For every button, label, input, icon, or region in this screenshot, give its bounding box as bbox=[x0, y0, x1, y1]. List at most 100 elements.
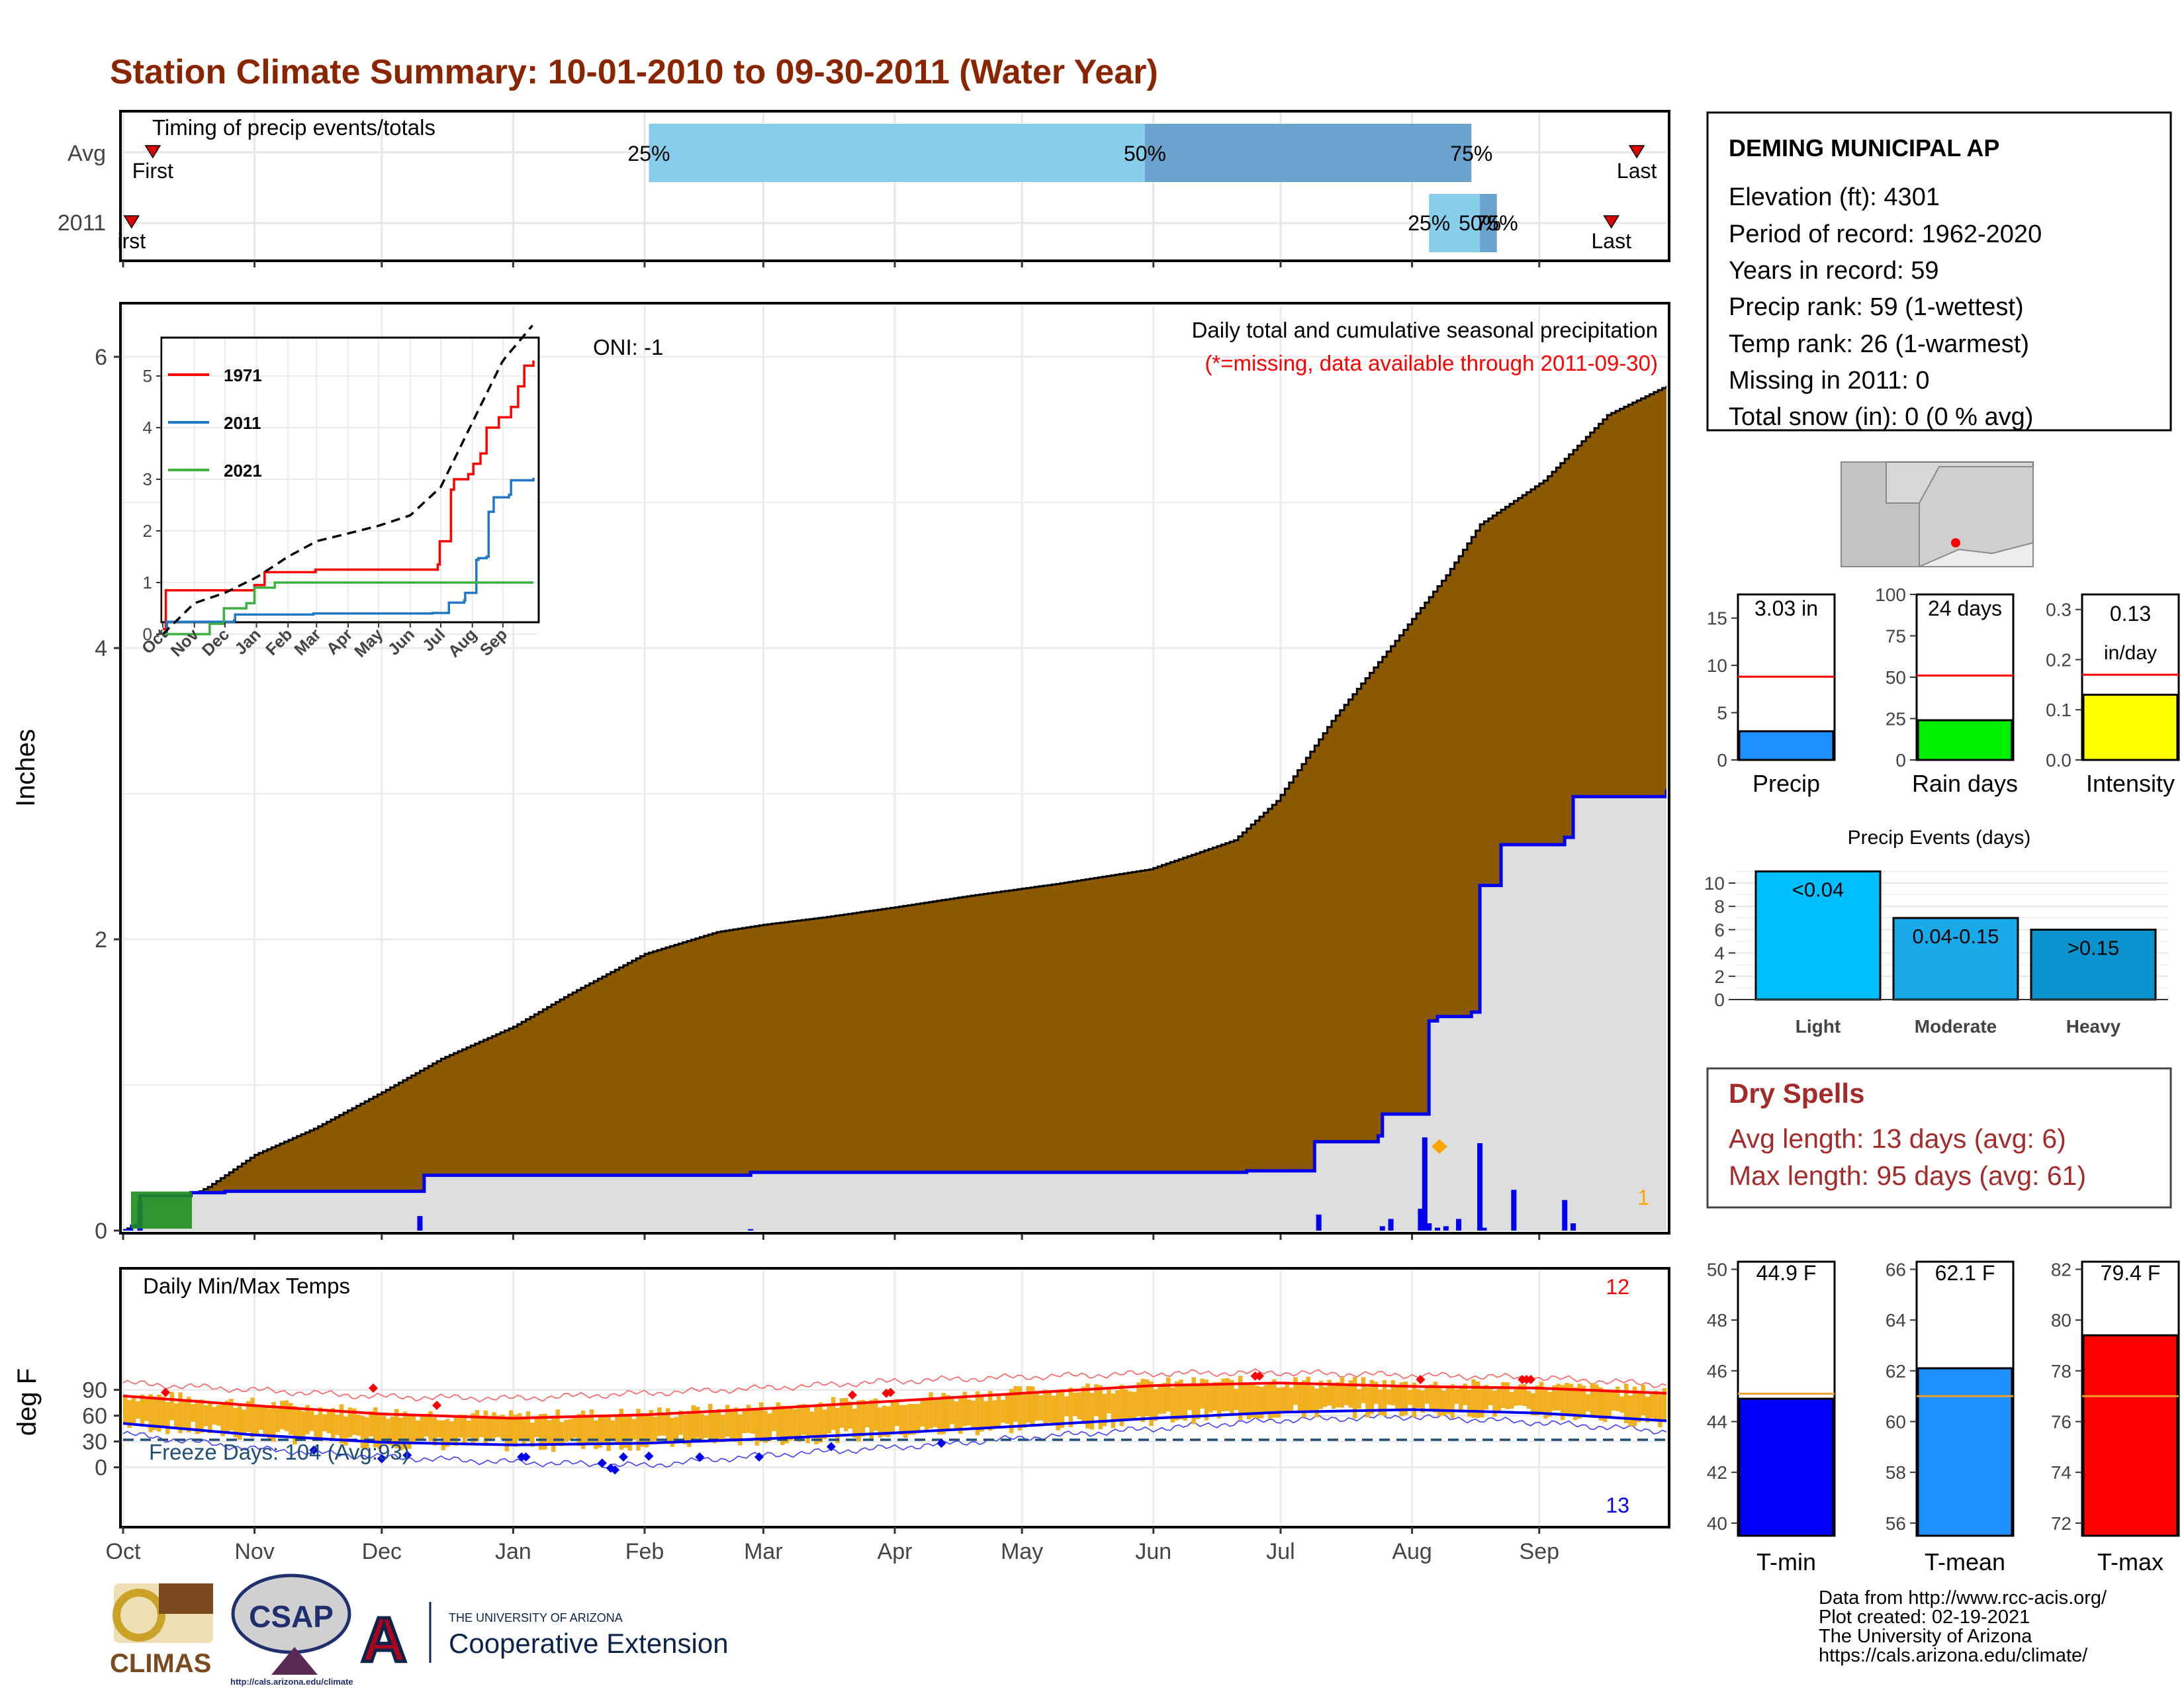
daily-precip-bar bbox=[1379, 1226, 1385, 1231]
daily-temp-bar bbox=[504, 1417, 510, 1452]
daily-temp-bar bbox=[1662, 1387, 1666, 1421]
daily-temp-bar bbox=[280, 1401, 285, 1429]
temperature-summary-bars: 40 42 44 46 48 50 44.9 F T-min 56 58 60 62 64 66 62.1 … bbox=[1707, 1260, 2180, 1575]
daily-temp-bar bbox=[661, 1414, 666, 1436]
daily-temp-bar bbox=[1641, 1384, 1646, 1416]
record-low-marker bbox=[826, 1442, 836, 1452]
daily-temp-bar bbox=[420, 1414, 424, 1440]
legend-label-1971: 1971 bbox=[224, 365, 262, 385]
daily-temp-bar bbox=[1323, 1387, 1328, 1407]
daily-temp-bar bbox=[606, 1417, 611, 1452]
daily-temp-bar bbox=[140, 1394, 145, 1427]
daily-temp-bar bbox=[267, 1408, 272, 1440]
daily-temp-bar bbox=[958, 1397, 963, 1434]
daily-temp-bar bbox=[1068, 1387, 1073, 1427]
daily-temp-bar bbox=[1420, 1390, 1425, 1413]
map-border-shape bbox=[1919, 541, 2034, 567]
events-bar-label: 0.04-0.15 bbox=[1913, 925, 1999, 948]
temp-summary-label: T-mean bbox=[1925, 1548, 2005, 1575]
daily-temp-bar bbox=[1327, 1380, 1332, 1406]
daily-temp-bar bbox=[148, 1394, 153, 1432]
csap-mountain-icon bbox=[271, 1647, 318, 1675]
timing-last-marker bbox=[1603, 215, 1620, 229]
daily-temp-bar bbox=[492, 1412, 496, 1438]
daily-temp-bar bbox=[788, 1406, 794, 1441]
freeze-days-label: Freeze Days: 104 (Avg:93) bbox=[149, 1440, 410, 1464]
daily-temp-bar bbox=[1052, 1395, 1056, 1425]
normal-min-line bbox=[123, 1408, 1666, 1446]
daily-temp-bar bbox=[1445, 1387, 1451, 1415]
record-high-marker bbox=[1416, 1375, 1426, 1384]
daily-temp-bar bbox=[1132, 1391, 1137, 1419]
daily-temp-bar bbox=[1348, 1380, 1353, 1408]
events-bar-moderate bbox=[1892, 917, 2019, 1001]
inset-y-tick-label: 2 bbox=[143, 521, 152, 541]
cooperative-extension: Cooperative Extension bbox=[449, 1628, 729, 1659]
daily-precip-bar bbox=[1477, 1143, 1483, 1231]
daily-temp-bar bbox=[1170, 1387, 1175, 1423]
precip-y-label: Inches bbox=[11, 729, 40, 807]
daily-temp-bar bbox=[458, 1414, 463, 1438]
daily-temp-bar bbox=[576, 1413, 582, 1446]
daily-temp-bar bbox=[1267, 1383, 1273, 1419]
daily-temp-bar bbox=[746, 1405, 751, 1433]
daily-temp-bar bbox=[793, 1409, 797, 1438]
figure-title: Station Climate Summary: 10-01-2010 to 0… bbox=[110, 53, 1158, 91]
daily-temp-bar bbox=[513, 1415, 518, 1447]
average-cumulative-area bbox=[123, 386, 1666, 1231]
credit-data-source: Data from http://www.rcc-acis.org/ bbox=[1819, 1587, 2107, 1609]
temp-summary-tick-label: 66 bbox=[1886, 1260, 1906, 1280]
events-tick-label: 2 bbox=[1714, 966, 1725, 987]
record-low-marker bbox=[695, 1452, 705, 1462]
events-category-label: Heavy bbox=[2066, 1016, 2121, 1037]
mini-tick-label: 25 bbox=[1886, 709, 1906, 729]
temp-summary-tick-label: 58 bbox=[1886, 1462, 1906, 1483]
station-snow: Total snow (in): 0 (0 % avg) bbox=[1729, 403, 2033, 431]
mini-tick-label: 0 bbox=[1717, 750, 1727, 771]
daily-temp-bar bbox=[259, 1405, 263, 1430]
daily-temp-bar bbox=[271, 1401, 276, 1442]
daily-temp-bar bbox=[856, 1400, 861, 1442]
inset-y-tick-label: 3 bbox=[143, 469, 152, 489]
daily-temp-bar bbox=[839, 1398, 844, 1428]
university-name: THE UNIVERSITY OF ARIZONA bbox=[449, 1611, 623, 1624]
daily-temp-bar bbox=[924, 1398, 929, 1431]
daily-temp-bar bbox=[551, 1418, 556, 1452]
daily-temp-bar bbox=[1658, 1394, 1662, 1428]
location-map bbox=[1841, 461, 2034, 567]
daily-temp-bar bbox=[1602, 1389, 1608, 1423]
daily-temp-bar bbox=[1195, 1385, 1201, 1419]
daily-temp-bar bbox=[772, 1409, 776, 1431]
daily-temp-bar bbox=[1352, 1377, 1357, 1419]
daily-temp-bar bbox=[1569, 1383, 1574, 1417]
daily-temp-bar bbox=[369, 1411, 374, 1437]
climas-logo: CLIMAS bbox=[110, 1583, 213, 1678]
oni-label: ONI: -1 bbox=[593, 335, 663, 359]
daily-temp-bar bbox=[1200, 1378, 1205, 1409]
month-label: Apr bbox=[878, 1539, 913, 1564]
timing-last-label: Last bbox=[1591, 229, 1631, 253]
daily-temp-bar bbox=[712, 1412, 717, 1444]
daily-temp-bar bbox=[416, 1420, 420, 1439]
daily-precip-bar bbox=[1443, 1226, 1449, 1231]
daily-temp-bar bbox=[962, 1391, 968, 1427]
daily-temp-bar bbox=[1492, 1390, 1497, 1417]
daily-temp-bar bbox=[801, 1403, 806, 1435]
precip-frame bbox=[119, 302, 1670, 1235]
daily-temp-bar bbox=[1619, 1396, 1625, 1413]
daily-temp-bar bbox=[1518, 1384, 1523, 1405]
inset-y-tick-label: 0 bbox=[143, 624, 152, 644]
daily-temp-bar bbox=[797, 1404, 802, 1442]
daily-temp-bar bbox=[907, 1403, 912, 1435]
university-a-icon: A bbox=[361, 1605, 406, 1675]
record-low-marker bbox=[754, 1452, 764, 1462]
record-low-marker bbox=[309, 1445, 319, 1455]
daily-temp-bar bbox=[1144, 1379, 1150, 1417]
daily-temp-bar bbox=[1017, 1386, 1023, 1430]
record-high-marker bbox=[886, 1387, 895, 1397]
precip-subtitle: Daily total and cumulative seasonal prec… bbox=[1192, 318, 1658, 342]
daily-temp-bar bbox=[979, 1395, 984, 1432]
events-tick-label: 8 bbox=[1714, 896, 1725, 917]
inset-y-tick-label: 1 bbox=[143, 573, 152, 592]
daily-temp-bar bbox=[1399, 1382, 1404, 1417]
